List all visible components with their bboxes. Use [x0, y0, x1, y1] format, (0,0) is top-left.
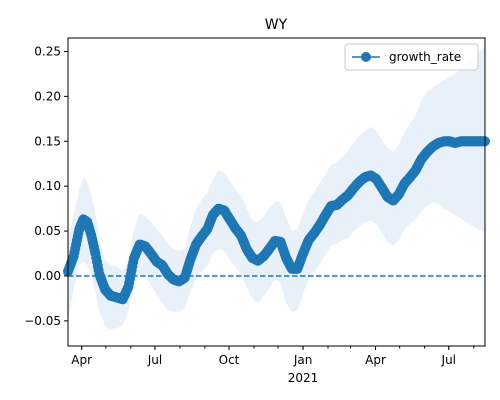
chart-title: WY	[265, 17, 288, 33]
legend-marker	[361, 52, 371, 62]
plot-frame	[67, 37, 486, 347]
x-tick-label: Jul	[441, 353, 456, 367]
x-tick-label: Apr	[365, 353, 386, 367]
legend-label: growth_rate	[389, 50, 461, 64]
x-tick-label: Apr	[71, 353, 92, 367]
growth-rate-markers	[63, 136, 490, 305]
x-tick-label: Jul	[147, 353, 162, 367]
legend-box	[344, 43, 479, 71]
y-tick-label: 0.05	[34, 224, 61, 238]
plot-area	[63, 46, 490, 330]
confidence-band	[68, 46, 485, 330]
y-tick-label: 0.20	[34, 89, 61, 103]
axes: −0.05 0.00 0.05 0.10 0.15 0.20 0.25 Apr Jul Oct Ja…	[24, 44, 475, 385]
y-tick-label: 0.00	[34, 269, 61, 283]
x-year-label: 2021	[288, 371, 319, 385]
y-tick-label: 0.10	[34, 179, 61, 193]
x-tick-label: Jan	[293, 353, 313, 367]
y-tick-label: 0.25	[34, 44, 61, 58]
y-tick-label: −0.05	[24, 314, 61, 328]
y-tick-label: 0.15	[34, 134, 61, 148]
legend: growth_rate	[344, 43, 479, 71]
x-tick-label: Oct	[219, 353, 240, 367]
